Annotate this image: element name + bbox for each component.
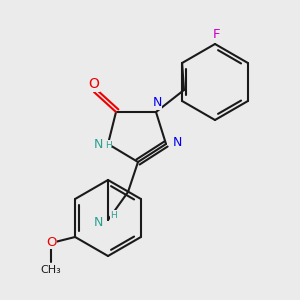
Text: N: N <box>93 139 103 152</box>
Text: H: H <box>110 211 117 220</box>
Text: O: O <box>46 236 56 248</box>
Text: CH₃: CH₃ <box>41 265 62 275</box>
Text: O: O <box>88 77 99 91</box>
Text: N: N <box>172 136 182 149</box>
Text: H: H <box>105 140 112 149</box>
Text: N: N <box>93 217 103 230</box>
Text: N: N <box>152 97 162 110</box>
Text: F: F <box>212 28 220 40</box>
